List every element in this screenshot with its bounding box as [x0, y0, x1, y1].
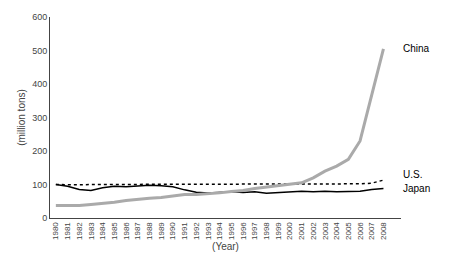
svg-text:1996: 1996 — [239, 222, 248, 240]
svg-text:Japan: Japan — [403, 183, 430, 194]
svg-text:China: China — [403, 43, 430, 54]
svg-text:2004: 2004 — [332, 222, 341, 240]
svg-text:1987: 1987 — [133, 222, 142, 240]
svg-text:(million tons): (million tons) — [16, 89, 27, 146]
svg-text:2000: 2000 — [285, 222, 294, 240]
svg-text:1991: 1991 — [180, 222, 189, 240]
svg-text:2006: 2006 — [356, 222, 365, 240]
svg-text:1980: 1980 — [51, 222, 60, 240]
svg-text:400: 400 — [32, 79, 47, 89]
svg-text:1988: 1988 — [145, 222, 154, 240]
svg-text:1983: 1983 — [87, 222, 96, 240]
svg-text:2005: 2005 — [344, 222, 353, 240]
svg-text:U.S.: U.S. — [403, 169, 422, 180]
svg-text:2002: 2002 — [309, 222, 318, 240]
svg-text:1986: 1986 — [122, 222, 131, 240]
svg-text:2001: 2001 — [297, 222, 306, 240]
svg-text:200: 200 — [32, 146, 47, 156]
svg-text:1984: 1984 — [98, 222, 107, 240]
svg-text:300: 300 — [32, 113, 47, 123]
svg-text:1982: 1982 — [75, 222, 84, 240]
svg-text:1993: 1993 — [204, 222, 213, 240]
svg-text:600: 600 — [32, 12, 47, 22]
svg-text:2003: 2003 — [321, 222, 330, 240]
svg-text:(Year): (Year) — [212, 241, 239, 252]
svg-text:500: 500 — [32, 46, 47, 56]
svg-text:1998: 1998 — [262, 222, 271, 240]
svg-text:2008: 2008 — [379, 222, 388, 240]
svg-text:1995: 1995 — [227, 222, 236, 240]
svg-text:1994: 1994 — [215, 222, 224, 240]
svg-text:100: 100 — [32, 180, 47, 190]
svg-text:1992: 1992 — [192, 222, 201, 240]
svg-text:1981: 1981 — [63, 222, 72, 240]
svg-text:1985: 1985 — [110, 222, 119, 240]
svg-text:1999: 1999 — [274, 222, 283, 240]
svg-text:0: 0 — [42, 213, 47, 223]
svg-text:1989: 1989 — [157, 222, 166, 240]
svg-text:1997: 1997 — [250, 222, 259, 240]
svg-text:1990: 1990 — [168, 222, 177, 240]
svg-text:2007: 2007 — [367, 222, 376, 240]
